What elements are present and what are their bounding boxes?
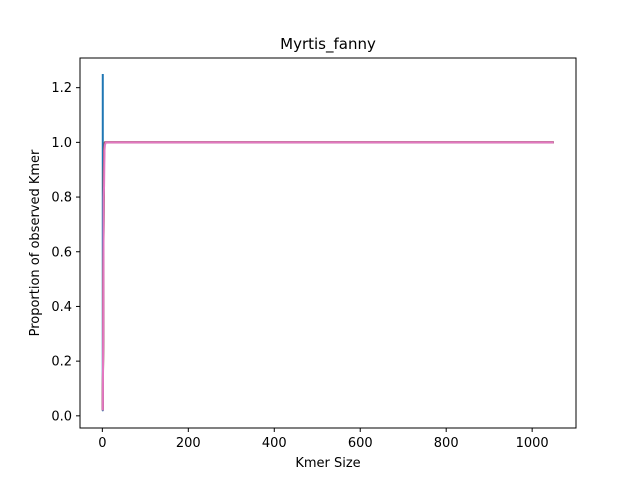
y-tick-label: 0.8 [51,191,72,206]
y-tick-label: 0.6 [51,245,72,260]
chart-title: Myrtis_fanny [280,35,376,54]
y-axis: 0.0 0.2 0.4 0.6 0.8 1.0 1.2 [51,81,80,424]
plot-frame [79,57,577,429]
series-layer [101,74,554,412]
x-tick-label: 1000 [516,436,549,451]
y-tick-label: 1.0 [51,136,72,151]
y-tick-label: 0.4 [51,300,72,315]
x-axis-label: Kmer Size [295,456,360,471]
y-tick-label: 0.0 [51,409,72,424]
y-tick-label: 1.2 [51,81,72,96]
y-axis-label: Proportion of observed Kmer [28,149,43,336]
x-tick-label: 200 [176,436,201,451]
x-tick-label: 400 [262,436,287,451]
y-tick-label: 0.2 [51,355,72,370]
x-tick-label: 800 [434,436,459,451]
series-line-7 [101,141,554,411]
x-axis: 0 200 400 600 800 1000 [98,428,549,451]
x-tick-label: 600 [348,436,373,451]
x-tick-label: 0 [98,436,106,451]
